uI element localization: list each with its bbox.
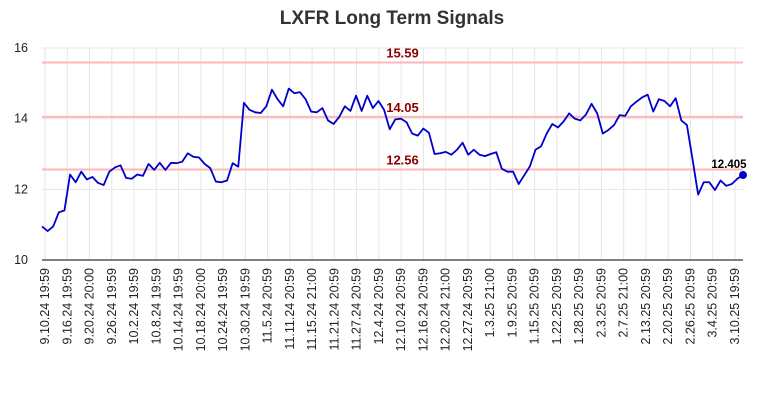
x-tick-label: 10.14.24 19:59 [172,268,186,351]
x-tick-label: 12.27.24 20:59 [461,268,475,351]
x-tick-label: 1.3.25 21:00 [483,268,497,338]
x-tick-label: 2.20.25 20:59 [661,268,675,345]
x-tick-label: 1.28.25 20:59 [572,268,586,345]
x-tick-label: 9.20.24 20:00 [83,268,97,345]
x-tick-label: 2.7.25 21:00 [617,268,631,338]
level-label: 15.59 [386,45,419,60]
x-tick-label: 10.30.24 19:59 [238,268,252,351]
last-value-label: 12.405 [711,159,747,171]
x-tick-label: 12.10.24 20:59 [394,268,408,351]
y-tick-label: 16 [14,41,28,55]
level-label: 14.05 [386,100,419,115]
x-tick-label: 1.15.25 20:59 [528,268,542,345]
level-label: 12.56 [386,153,419,168]
x-tick-label: 3.10.25 19:59 [728,268,742,345]
x-tick-label: 10.24.24 19:59 [216,268,230,351]
x-tick-label: 10.8.24 19:59 [149,268,163,345]
x-tick-label: 1.9.25 20:59 [505,268,519,338]
y-tick-label: 12 [14,182,28,196]
x-tick-label: 12.20.24 21:00 [439,268,453,351]
last-value-marker [739,171,747,180]
x-tick-label: 12.4.24 20:59 [372,268,386,345]
y-tick-label: 14 [14,112,28,126]
x-tick-label: 9.10.24 19:59 [38,268,52,345]
chart-title: LXFR Long Term Signals [279,8,505,29]
x-tick-label: 3.4.25 20:59 [706,268,720,338]
x-tick-label: 9.26.24 19:59 [105,268,119,345]
y-tick-label: 10 [14,253,28,267]
x-tick-label: 11.21.24 20:59 [327,268,341,351]
x-tick-label: 2.13.25 20:59 [639,268,653,345]
series-line [41,87,744,232]
x-tick-label: 1.22.25 20:59 [550,268,564,345]
x-tick-label: 11.11.24 20:59 [283,268,297,350]
x-tick-label: 2.26.25 20:59 [683,268,697,345]
x-tick-label: 11.27.24 20:59 [350,268,364,351]
x-tick-label: 2.3.25 20:59 [594,268,608,338]
x-tick-label: 9.16.24 19:59 [60,268,74,345]
x-tick-label: 10.18.24 20:00 [194,268,208,351]
x-tick-label: 10.2.24 19:59 [127,268,141,345]
x-tick-label: 12.16.24 20:59 [416,268,430,351]
x-tick-label: 11.15.24 21:00 [305,268,319,351]
x-tick-label: 11.5.24 20:59 [261,268,275,344]
